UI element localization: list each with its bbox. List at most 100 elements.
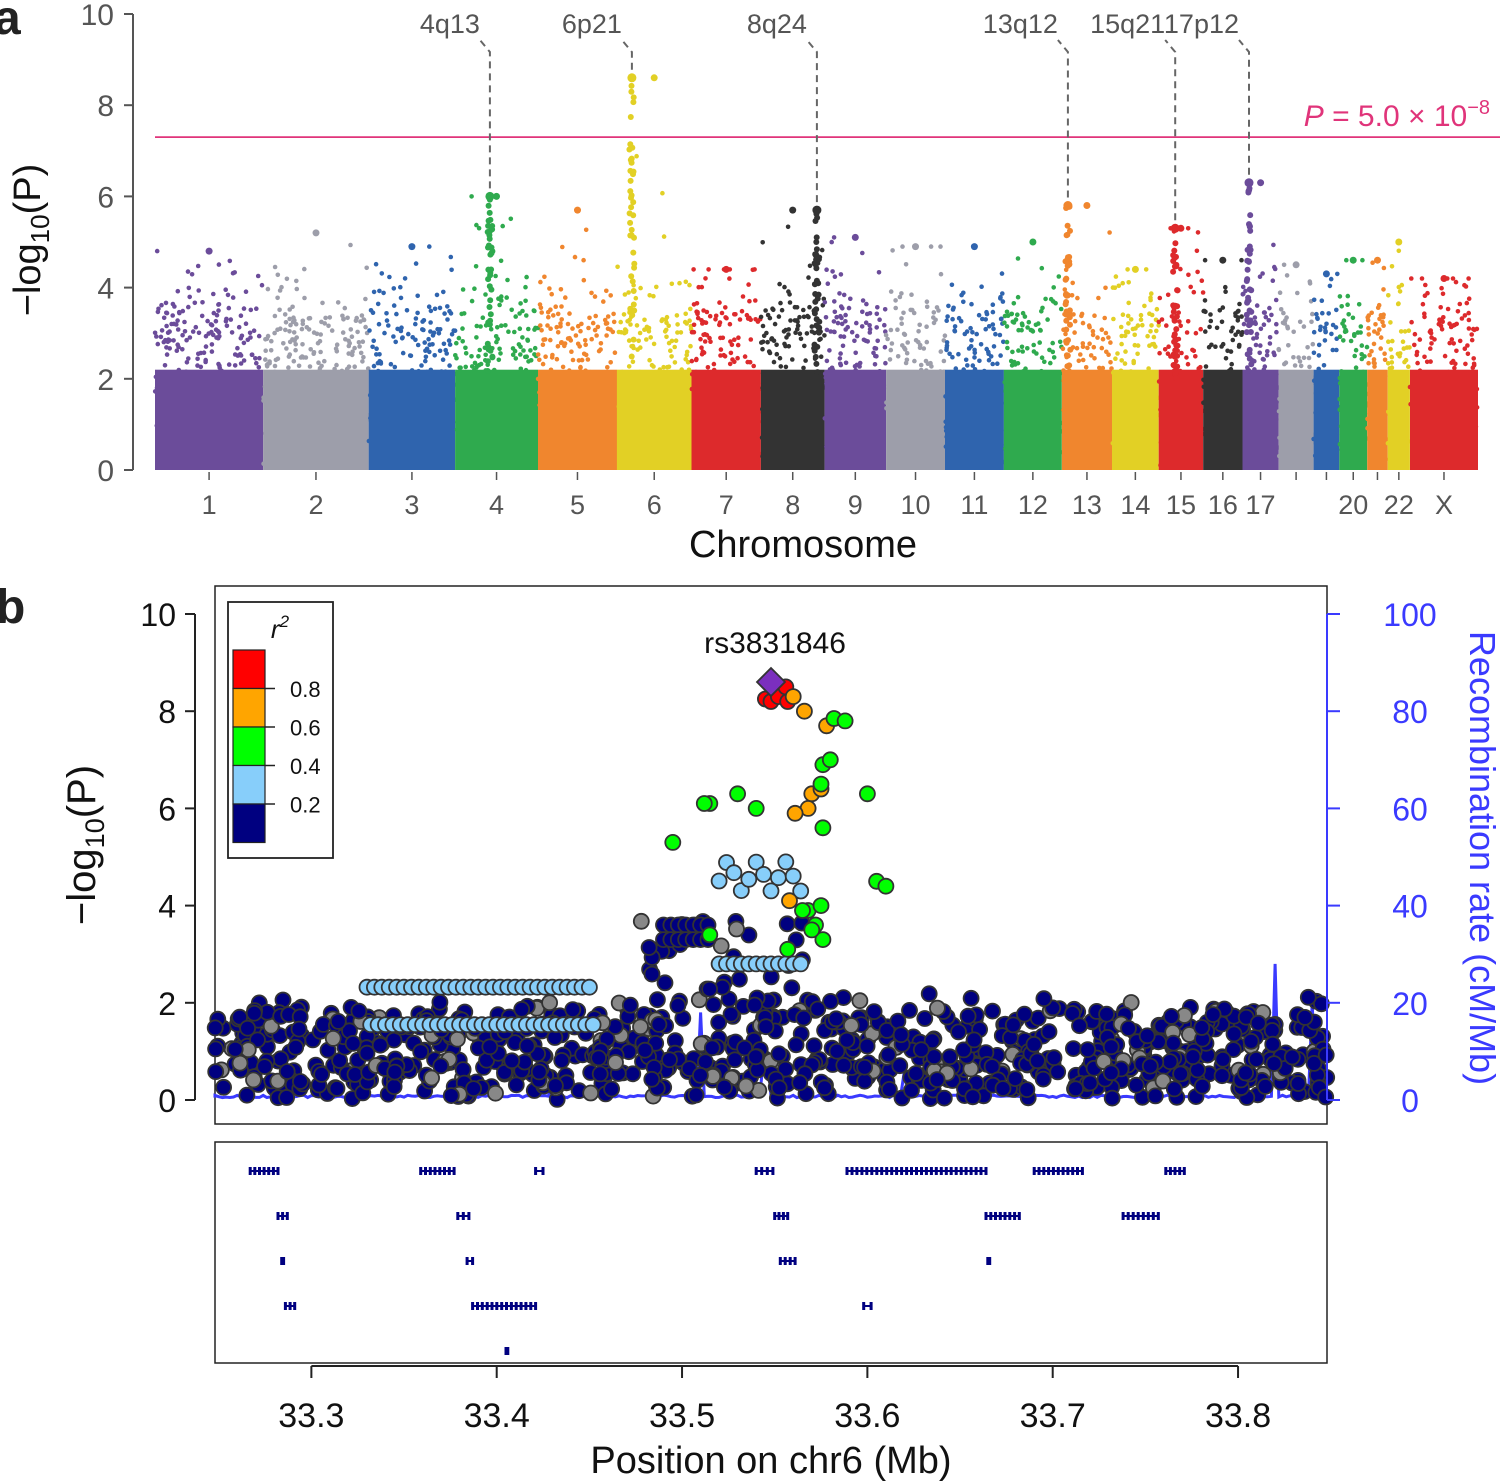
snp-point bbox=[1316, 342, 1322, 348]
snp-point bbox=[1291, 329, 1296, 335]
snp-point bbox=[1120, 280, 1125, 286]
locus-point bbox=[629, 312, 636, 319]
snp-point bbox=[1355, 330, 1361, 335]
snp-point bbox=[1074, 345, 1080, 351]
snp-point bbox=[1372, 364, 1377, 369]
snp-point bbox=[474, 222, 479, 228]
snp-point bbox=[945, 314, 950, 319]
snp-point bbox=[1201, 308, 1206, 314]
snp-point bbox=[1274, 321, 1279, 327]
gene-exon bbox=[949, 1167, 953, 1175]
snp-point bbox=[505, 277, 510, 283]
snp-point bbox=[843, 319, 848, 324]
snp-point bbox=[1119, 341, 1124, 347]
ld-snp-point bbox=[821, 751, 839, 769]
snp-point bbox=[1466, 310, 1471, 316]
snp-point bbox=[1256, 1078, 1274, 1095]
y-tick-label: 6 bbox=[158, 791, 176, 827]
snp-point bbox=[980, 316, 985, 322]
snp-point bbox=[404, 308, 410, 313]
snp-point bbox=[361, 317, 367, 322]
snp-point bbox=[395, 326, 400, 332]
locus-point bbox=[629, 278, 636, 285]
snp-point bbox=[872, 362, 878, 367]
gene-exon bbox=[447, 1167, 451, 1175]
snp-point bbox=[843, 327, 848, 332]
snp-point bbox=[184, 337, 189, 343]
snp-point bbox=[1344, 257, 1349, 263]
snp-point bbox=[735, 342, 741, 348]
snp-point bbox=[851, 992, 869, 1010]
locus-point bbox=[1170, 308, 1177, 315]
snp-point bbox=[739, 308, 745, 314]
snp-point bbox=[955, 1041, 972, 1059]
snp-point bbox=[1345, 302, 1350, 308]
snp-point bbox=[1366, 360, 1371, 366]
snp-point bbox=[717, 322, 722, 328]
locus-point bbox=[1064, 374, 1071, 381]
snp-point bbox=[1283, 1048, 1301, 1066]
snp-point bbox=[643, 965, 661, 983]
snp-point bbox=[1020, 322, 1025, 328]
snp-point bbox=[740, 870, 758, 888]
density-block-chr12 bbox=[1003, 369, 1062, 470]
snp-point bbox=[736, 335, 741, 341]
snp-point bbox=[422, 340, 428, 345]
snp-point bbox=[1039, 355, 1045, 361]
locus-point bbox=[815, 324, 822, 331]
snp-point bbox=[1047, 347, 1052, 353]
snp-point bbox=[687, 1086, 705, 1104]
snp-point bbox=[537, 357, 542, 363]
x-tick-label: 11 bbox=[960, 490, 988, 520]
snp-point bbox=[1260, 356, 1266, 362]
snp-point bbox=[375, 360, 381, 366]
peak-point-chr11 bbox=[970, 243, 978, 251]
snp-point bbox=[991, 344, 997, 349]
snp-point bbox=[874, 354, 879, 359]
snp-point bbox=[603, 1080, 620, 1098]
y-tick-label: 4 bbox=[158, 889, 176, 925]
snp-point bbox=[1186, 272, 1191, 278]
snp-point bbox=[1147, 1087, 1164, 1105]
snp-point bbox=[1324, 321, 1329, 327]
snp-point bbox=[1277, 290, 1283, 296]
snp-point bbox=[835, 320, 841, 326]
snp-point bbox=[551, 313, 556, 318]
gene-exon bbox=[509, 1302, 513, 1310]
snp-point bbox=[235, 345, 240, 351]
snp-point bbox=[1471, 363, 1477, 368]
gene-exon bbox=[964, 1167, 968, 1175]
snp-point bbox=[1151, 334, 1157, 340]
snp-point bbox=[207, 1040, 225, 1058]
snp-point bbox=[1184, 1048, 1202, 1066]
snp-point bbox=[1274, 329, 1279, 335]
snp-point bbox=[1141, 1057, 1159, 1075]
x-tick-label: 1 bbox=[202, 490, 217, 520]
snp-point bbox=[860, 309, 865, 315]
snp-point bbox=[1220, 341, 1226, 347]
snp-point bbox=[1445, 306, 1451, 312]
locus-point bbox=[1174, 342, 1181, 349]
snp-point bbox=[371, 289, 377, 295]
snp-point bbox=[452, 328, 458, 334]
snp-point bbox=[1019, 344, 1025, 350]
snp-point bbox=[1397, 289, 1403, 294]
snp-point bbox=[1346, 312, 1351, 317]
snp-point bbox=[199, 313, 205, 319]
locus-top-point bbox=[1170, 223, 1180, 233]
snp-point bbox=[1301, 324, 1307, 329]
snp-point bbox=[203, 344, 209, 349]
snp-point bbox=[858, 1037, 876, 1055]
snp-point bbox=[1203, 364, 1209, 369]
snp-point bbox=[1237, 342, 1242, 348]
snp-point bbox=[316, 360, 321, 366]
snp-point bbox=[420, 319, 425, 324]
snp-point bbox=[1138, 1027, 1156, 1045]
snp-point bbox=[371, 363, 377, 369]
snp-point bbox=[1115, 351, 1120, 356]
snp-point bbox=[793, 330, 798, 336]
snp-point bbox=[542, 274, 547, 280]
snp-point bbox=[841, 334, 847, 340]
snp-point bbox=[1380, 319, 1385, 325]
snp-point bbox=[278, 1089, 296, 1106]
